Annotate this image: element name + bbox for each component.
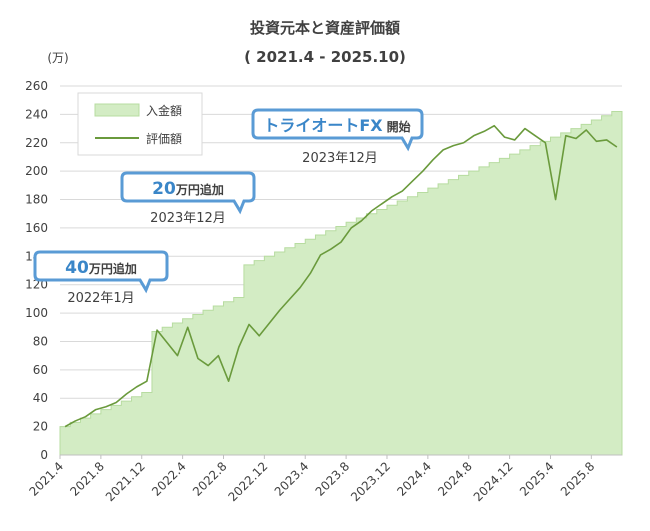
annotation-2022-01: 40万円追加 2022年1月	[33, 250, 169, 306]
x-tick-label: 2022.12	[225, 459, 270, 504]
x-tick-label: 2022.8	[190, 459, 230, 499]
x-tick-label: 2021.4	[27, 459, 67, 499]
x-tick-label: 2021.8	[67, 459, 107, 499]
x-tick-label: 2024.4	[394, 459, 434, 499]
annotation-callout-box	[33, 250, 169, 294]
legend-label-value: 評価額	[146, 131, 182, 146]
y-tick-label: 100	[25, 306, 48, 320]
annotation-callout-box	[120, 171, 256, 215]
x-tick-label: 2024.8	[435, 459, 475, 499]
annotation-text: 開始	[387, 119, 411, 134]
x-tick-label: 2022.4	[149, 459, 189, 499]
annotation-highlight: 20	[152, 179, 176, 199]
annotation-2022-10: 20万円追加 2023年12月	[120, 171, 256, 226]
x-tick-label: 2021.12	[103, 459, 148, 504]
annotation-date: 2022年1月	[67, 291, 134, 306]
x-tick-label: 2023.12	[348, 459, 393, 504]
y-tick-label: 200	[25, 164, 48, 178]
svg-text:40万円追加: 40万円追加	[65, 258, 137, 278]
annotation-text: 万円追加	[88, 261, 137, 276]
annotation-date: 2023年12月	[150, 211, 226, 226]
y-tick-label: 60	[33, 363, 48, 377]
svg-text:20万円追加: 20万円追加	[152, 179, 224, 199]
y-tick-label: 220	[25, 136, 48, 150]
x-tick-label: 2024.12	[471, 459, 516, 504]
x-tick-label: 2023.4	[272, 459, 312, 499]
y-tick-label: 260	[25, 79, 48, 93]
legend: 入金額 評価額	[77, 92, 203, 156]
y-axis-unit: (万)	[47, 51, 68, 65]
value-line-series	[64, 124, 618, 428]
x-tick-label: 2025.4	[517, 459, 557, 499]
chart-subtitle: ( 2021.4 - 2025.10)	[244, 48, 406, 66]
y-tick-label: 240	[25, 107, 48, 121]
legend-label-deposit: 入金額	[146, 103, 182, 118]
x-tick-label: 2025.8	[558, 459, 598, 499]
y-tick-label: 180	[25, 193, 48, 207]
x-tick-label: 2023.8	[313, 459, 353, 499]
annotation-2023-12: トライオートFX 開始 2023年12月	[251, 108, 424, 166]
annotation-text: 万円追加	[175, 182, 224, 197]
annotation-highlight: 40	[65, 258, 89, 278]
legend-box	[77, 92, 203, 156]
y-tick-label: 20	[33, 420, 48, 434]
value-line	[64, 124, 618, 428]
legend-swatch-deposit	[94, 103, 140, 117]
annotation-highlight: トライオートFX	[263, 116, 383, 135]
y-tick-label: 160	[25, 221, 48, 235]
annotation-callout-box	[251, 108, 424, 152]
chart-title: 投資元本と資産評価額	[250, 19, 400, 37]
y-tick-label: 80	[33, 334, 48, 348]
y-tick-label: 0	[40, 448, 48, 462]
annotation-date: 2023年12月	[302, 151, 378, 166]
y-tick-label: 40	[33, 391, 48, 405]
